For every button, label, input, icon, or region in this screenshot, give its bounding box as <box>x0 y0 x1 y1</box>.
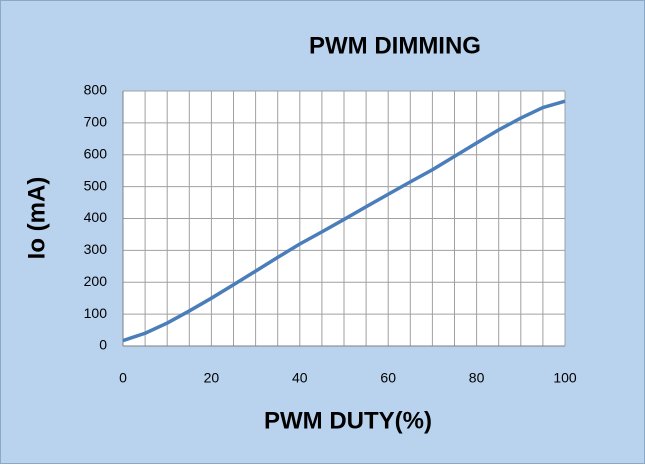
y-tick-label: 700 <box>84 114 108 130</box>
chart-title: PWM DIMMING <box>309 32 481 59</box>
y-tick-label: 200 <box>84 273 108 289</box>
x-tick-label: 0 <box>119 370 127 386</box>
x-tick-label: 60 <box>380 370 396 386</box>
y-tick-label: 300 <box>84 241 108 257</box>
y-tick-label: 100 <box>84 305 108 321</box>
x-tick-label: 80 <box>469 370 485 386</box>
y-axis-label: Io (mA) <box>23 177 50 260</box>
y-tick-label: 600 <box>84 145 108 161</box>
x-axis-label: PWM DUTY(%) <box>264 407 432 434</box>
y-tick-label: 800 <box>84 82 108 98</box>
data-line <box>122 99 566 343</box>
y-tick-label: 500 <box>84 177 108 193</box>
x-tick-label: 100 <box>553 370 577 386</box>
x-tick-label: 20 <box>204 370 220 386</box>
y-tick-label: 400 <box>84 209 108 225</box>
x-tick-label: 40 <box>292 370 308 386</box>
y-tick-label: 0 <box>99 337 107 353</box>
